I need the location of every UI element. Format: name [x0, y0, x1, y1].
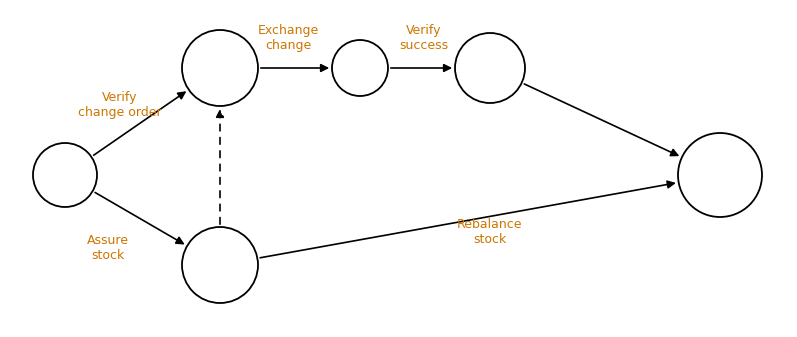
- Circle shape: [332, 40, 388, 96]
- Text: Verify
success: Verify success: [399, 24, 449, 52]
- Text: Verify
change order: Verify change order: [78, 91, 162, 119]
- Circle shape: [182, 30, 258, 106]
- Circle shape: [33, 143, 97, 207]
- Text: Exchange
change: Exchange change: [257, 24, 319, 52]
- Circle shape: [455, 33, 525, 103]
- Text: Assure
stock: Assure stock: [87, 234, 129, 262]
- Circle shape: [678, 133, 762, 217]
- Circle shape: [182, 227, 258, 303]
- Text: Rebalance
stock: Rebalance stock: [457, 218, 523, 246]
